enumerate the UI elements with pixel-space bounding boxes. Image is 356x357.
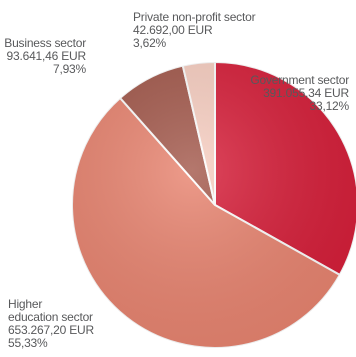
higher-education-value: 653.267,20 EUR	[8, 323, 94, 337]
label-higher-education: Higher education sector 653.267,20 EUR 5…	[8, 298, 94, 350]
government-value: 391.055,34 EUR	[263, 86, 349, 100]
label-business: Business sector 93.641,46 EUR 7,93%	[4, 37, 86, 76]
label-private-non-profit: Private non-profit sector 42.692,00 EUR …	[133, 10, 256, 50]
higher-education-name-line1: Higher	[8, 297, 43, 311]
private-percent: 3,62%	[133, 36, 167, 50]
higher-education-name-line2: education sector	[8, 310, 93, 324]
label-government: Government sector 391.055,34 EUR 33,12%	[250, 74, 349, 113]
private-value: 42.692,00 EUR	[133, 23, 213, 37]
private-name: Private non-profit sector	[133, 10, 256, 24]
higher-education-percent: 55,33%	[8, 336, 48, 350]
business-name: Business sector	[4, 36, 86, 50]
government-name: Government sector	[250, 73, 349, 87]
government-percent: 33,12%	[309, 99, 350, 113]
business-percent: 7,93%	[52, 62, 86, 76]
business-value: 93.641,46 EUR	[6, 49, 87, 63]
